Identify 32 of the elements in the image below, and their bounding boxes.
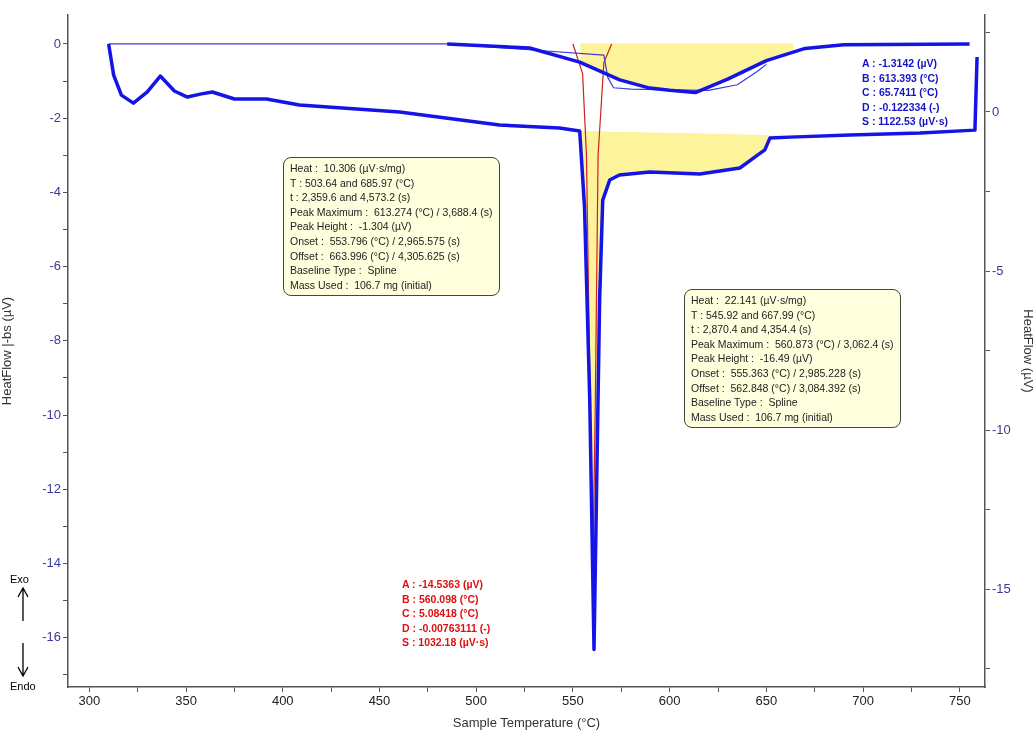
annotation: A : -14.5363 (µV) B : 560.098 (°C) C : 5.08418 (°C) D : -0.00763111 (-) S : 1032.18 (µV·s) xyxy=(402,577,491,650)
y2-tick-label: 0 xyxy=(992,103,1000,119)
y-tick-label: -14 xyxy=(42,555,61,571)
x-tick-label: 350 xyxy=(175,693,197,709)
x-tick-label: 300 xyxy=(78,693,101,709)
text: Endo xyxy=(10,680,36,692)
text: Exo xyxy=(10,573,29,585)
y-tick-label: -16 xyxy=(42,629,61,645)
y-tick-label: -4 xyxy=(49,183,61,199)
y-tick-label: -8 xyxy=(49,332,61,348)
x-tick-label: 450 xyxy=(368,693,391,709)
y2-axis-title: HeatFlow (µV) xyxy=(1020,309,1035,393)
y2-tick-label: -10 xyxy=(992,421,1011,437)
y-tick-label: -6 xyxy=(49,258,61,274)
y-tick-label: -10 xyxy=(42,406,61,422)
x-tick-label: 400 xyxy=(271,693,294,709)
y2-tick-label: -15 xyxy=(992,580,1011,596)
text: Heat : 22.141 (µV·s/mg) T : 545.92 and 667.99 (°C) t : 2,870.4 and 4,354.4 (s) Peak Maximum : 560.873 (°C) / 3,062.4 (s) Peak Height : -16.49 (µV) Onset : 555.363 (°C) / 2,985.228 (s) Offset : 562.848 (°C) / 3,084.392 (s) Baseline Type : Spline Mass Used : 106.7 mg (initial) xyxy=(691,294,894,423)
x-axis-title: Sample Temperature (°C) xyxy=(452,714,601,730)
x-tick-label: 600 xyxy=(658,693,681,709)
annotation: A : -1.3142 (µV) B : 613.393 (°C) C : 65.7411 (°C) D : -0.122334 (-) S : 1122.53 (µV·s) xyxy=(862,56,949,129)
x-tick-label: 650 xyxy=(755,693,778,709)
y-axis-title: HeatFlow |-bs (µV) xyxy=(0,296,15,406)
x-tick-label: 500 xyxy=(465,693,488,709)
y-tick-label: -12 xyxy=(42,480,61,496)
x-tick-label: 700 xyxy=(852,693,874,709)
y-tick-label: -2 xyxy=(49,109,61,125)
text: Heat : 10.306 (µV·s/mg) T : 503.64 and 685.97 (°C) t : 2,359.6 and 4,573.2 (s) Peak Maximum : 613.274 (°C) / 3,688.4 (s) Peak Height : -1.304 (µV) Onset : 553.796 (°C) / 2,965.575 (s) Offset : 663.996 (°C) / 4,305.625 (s) Baseline Type : Spline Mass Used : 106.7 mg (initial) xyxy=(290,162,493,291)
y-tick-label: 0 xyxy=(53,35,61,51)
x-tick-label: 750 xyxy=(949,693,971,709)
x-tick-label: 550 xyxy=(562,693,584,709)
y2-tick-label: -5 xyxy=(992,262,1004,278)
